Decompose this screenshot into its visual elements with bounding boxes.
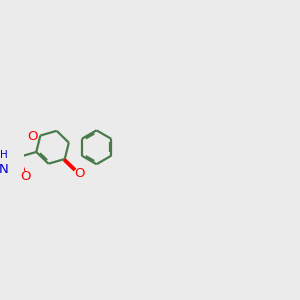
Text: N: N — [0, 163, 9, 176]
Text: H: H — [0, 150, 8, 160]
Text: O: O — [75, 167, 85, 180]
Text: O: O — [28, 130, 38, 142]
Text: O: O — [21, 170, 31, 183]
